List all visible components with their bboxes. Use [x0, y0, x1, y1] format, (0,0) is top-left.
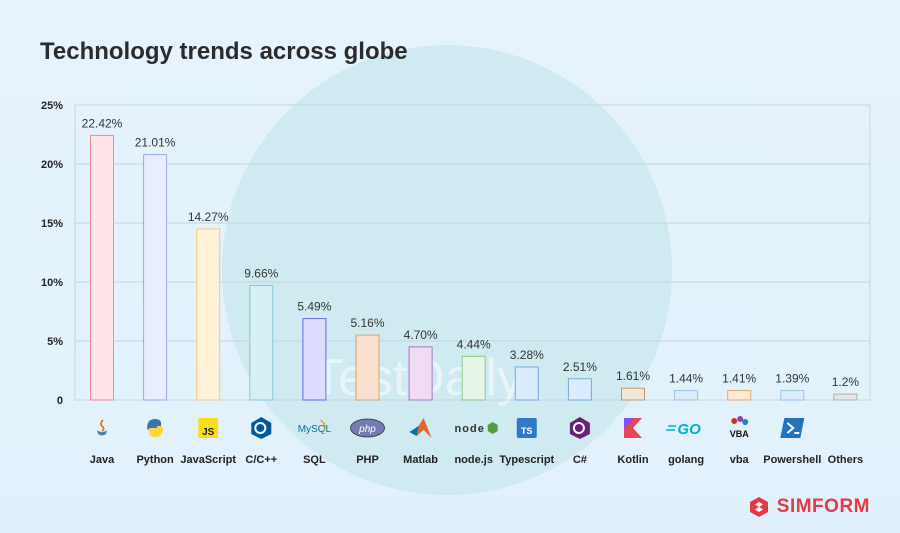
category-label: Java: [90, 454, 115, 466]
bar-typescript: [514, 366, 539, 401]
y-tick-label: 15%: [41, 218, 63, 230]
watermark-circle: [222, 45, 672, 495]
bar-golang: [674, 390, 699, 401]
y-tick-label: 10%: [41, 277, 63, 289]
bar-javascript: [196, 228, 221, 401]
python-icon: [147, 419, 164, 437]
typescript-icon: TS: [516, 418, 537, 438]
bar-sql: [302, 318, 327, 401]
javascript-icon: JS: [198, 418, 219, 438]
bar-matlab: [408, 346, 433, 401]
simform-logo-icon: [749, 497, 768, 517]
chart-title: Technology trends across globe: [40, 38, 408, 65]
svg-text:VBA: VBA: [730, 429, 750, 439]
category-label: C#: [573, 454, 587, 466]
bar-php: [355, 334, 380, 401]
y-tick-label: 20%: [41, 159, 63, 171]
value-label: 22.42%: [82, 116, 123, 130]
category-label: vba: [730, 454, 750, 466]
category-label: JavaScript: [180, 454, 236, 466]
category-label: SQL: [303, 454, 326, 466]
svg-text:TS: TS: [521, 426, 533, 436]
category-label: Kotlin: [617, 454, 648, 466]
category-label: Powershell: [763, 454, 821, 466]
bar-vba: [727, 390, 752, 401]
java-icon: [97, 419, 107, 436]
bar-c-: [567, 378, 592, 401]
value-label: 3.28%: [510, 348, 544, 362]
svg-text:MySQL: MySQL: [298, 424, 332, 435]
svg-text:JS: JS: [202, 427, 215, 438]
svg-text:GO: GO: [677, 421, 701, 438]
value-label: 1.61%: [616, 369, 650, 383]
bar-python: [143, 154, 168, 401]
bar-kotlin: [621, 387, 645, 401]
category-label: Matlab: [403, 454, 438, 466]
svg-text:php: php: [358, 424, 376, 435]
value-label: 1.2%: [832, 375, 860, 389]
brand-name: SIMFORM: [776, 496, 870, 517]
value-label: 5.49%: [297, 300, 331, 314]
category-label: Others: [828, 454, 863, 466]
csharp-icon: [569, 417, 590, 439]
matlab-icon: [409, 418, 432, 438]
svg-text:node: node: [455, 423, 485, 435]
y-tick-label: 0: [57, 395, 63, 407]
nodejs-icon: node: [455, 422, 498, 435]
value-label: 5.16%: [350, 316, 384, 330]
value-label: 9.66%: [244, 267, 278, 281]
kotlin-icon: [624, 418, 642, 438]
value-label: 1.39%: [775, 372, 809, 386]
category-label: Typescript: [499, 454, 554, 466]
powershell-icon: [780, 418, 805, 438]
y-tick-label: 25%: [41, 100, 63, 112]
bar-c-c-: [249, 285, 274, 401]
category-label: C/C++: [245, 454, 277, 466]
bar-node-js: [461, 355, 486, 401]
vba-icon: VBA: [730, 416, 750, 439]
bar-others: [833, 393, 858, 401]
brand-logo: SIMFORM: [747, 495, 870, 519]
value-label: 1.44%: [669, 372, 703, 386]
value-label: 1.41%: [722, 372, 756, 386]
bar-java: [90, 134, 114, 401]
value-label: 4.44%: [457, 337, 491, 351]
category-label: node.js: [454, 454, 493, 466]
value-label: 4.70%: [404, 328, 438, 342]
golang-icon: GO: [666, 421, 701, 438]
bar-powershell: [780, 390, 805, 401]
category-label: Python: [136, 454, 174, 466]
php-icon: php: [350, 418, 385, 438]
y-tick-label: 5%: [47, 336, 63, 348]
cpp-icon: [251, 417, 272, 439]
mysql-icon: MySQL: [298, 419, 332, 435]
value-label: 14.27%: [188, 210, 229, 224]
category-label: golang: [668, 454, 704, 466]
value-label: 2.51%: [563, 360, 597, 374]
value-label: 21.01%: [135, 136, 176, 150]
category-label: PHP: [356, 454, 379, 466]
